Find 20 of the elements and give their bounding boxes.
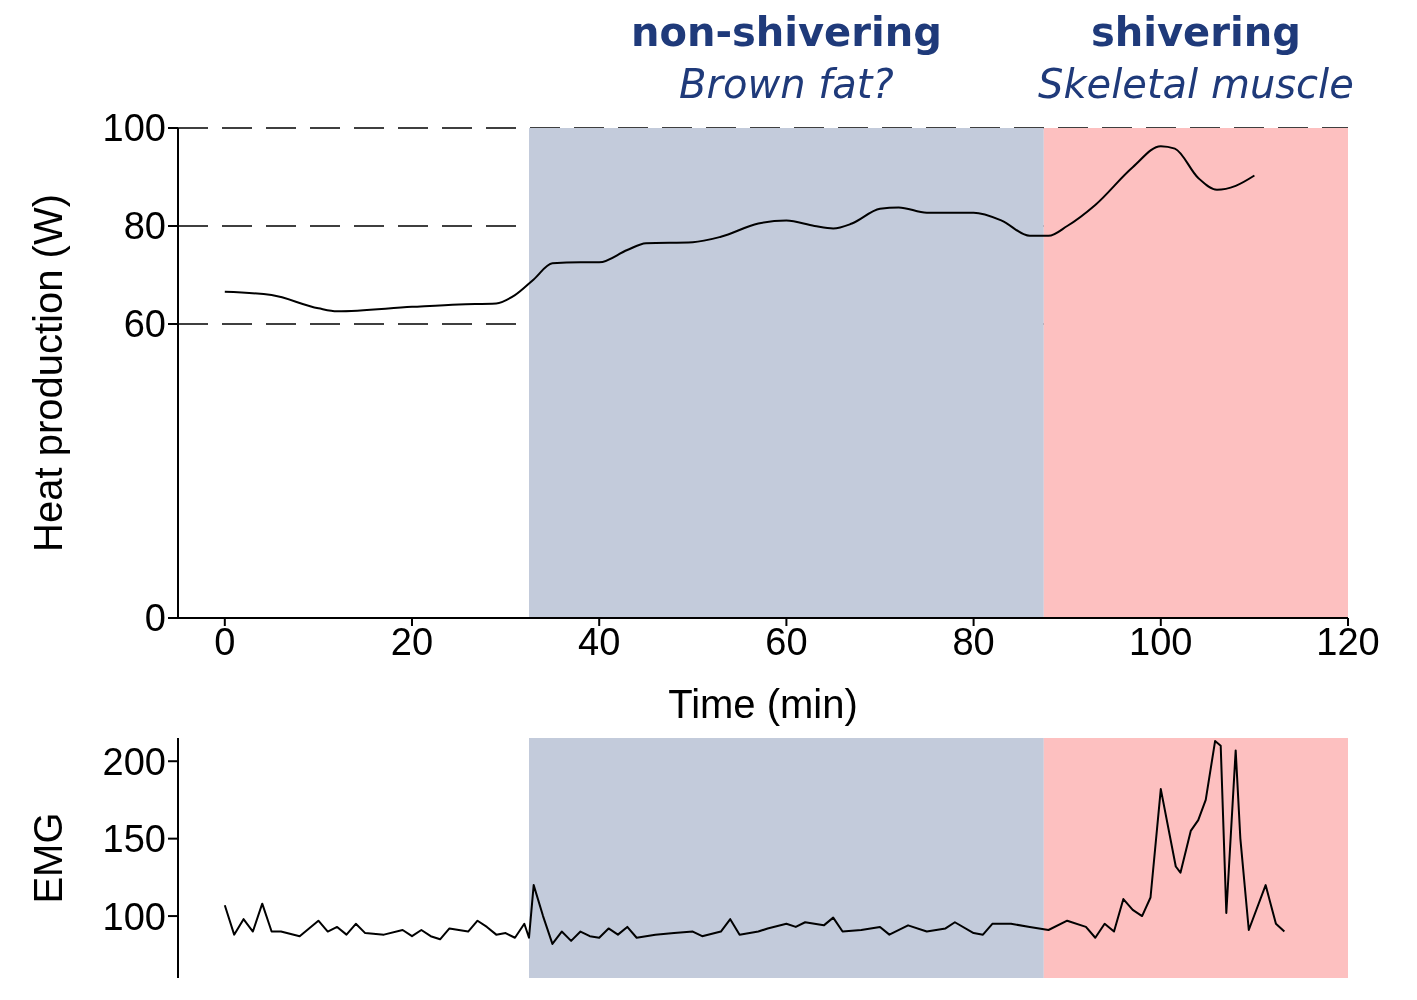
y-tick-label: 150 [102, 818, 166, 861]
x-tick-label: 40 [578, 620, 621, 663]
x-tick-label: 0 [214, 620, 236, 663]
x-tick-label: 20 [390, 620, 434, 663]
band-label: non-shivering Brown fat? [631, 9, 942, 107]
x-tick-label: 100 [1129, 620, 1193, 663]
y-tick-label: 100 [102, 107, 166, 150]
x-tick-label: 80 [952, 620, 995, 663]
y-axis-title: EMG [26, 812, 71, 904]
y-tick-label: 60 [123, 303, 166, 346]
y-tick-label: 100 [102, 895, 166, 938]
band-label: shivering Skeletal muscle [1038, 9, 1354, 107]
line-series [223, 740, 1286, 945]
x-tick-label: 60 [765, 620, 808, 663]
y-tick-label: 200 [102, 740, 166, 783]
x-axis-title: Time (min) [668, 682, 858, 726]
line-series [223, 145, 1256, 313]
y-tick-label: 80 [123, 205, 166, 248]
y-axis-title: Heat production (W) [26, 194, 71, 552]
x-tick-label: 120 [1316, 620, 1380, 663]
